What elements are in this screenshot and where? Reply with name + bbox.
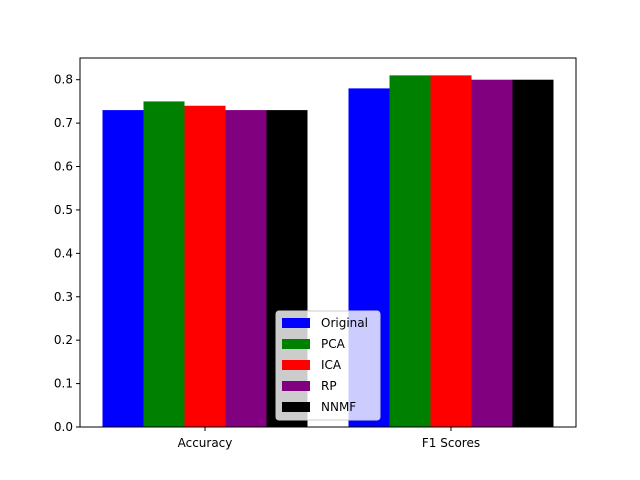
legend-label-original: Original bbox=[321, 316, 368, 330]
y-tick-label: 0.1 bbox=[54, 377, 73, 391]
bar-pca-accuracy bbox=[143, 101, 185, 427]
legend-label-rp: RP bbox=[321, 379, 337, 393]
legend-box bbox=[275, 310, 381, 421]
bar-rp-accuracy bbox=[225, 110, 267, 427]
y-tick-label: 0.6 bbox=[54, 160, 73, 174]
y-tick-label: 0.5 bbox=[54, 203, 73, 217]
y-tick-label: 0.2 bbox=[54, 333, 73, 347]
legend-swatch-rp bbox=[282, 381, 310, 391]
y-tick-label: 0.4 bbox=[54, 246, 73, 260]
bar-rp-f1-scores bbox=[471, 79, 513, 428]
legend-swatch-ica bbox=[282, 360, 310, 370]
legend-swatch-original bbox=[282, 318, 310, 328]
bar-ica-accuracy bbox=[184, 105, 226, 428]
bar-pca-f1-scores bbox=[389, 75, 431, 427]
y-tick-label: 0.3 bbox=[54, 290, 73, 304]
plot-frame bbox=[79, 57, 577, 428]
legend-swatch-nnmf bbox=[282, 402, 310, 412]
bar-nnmf-f1-scores bbox=[512, 79, 554, 428]
legend-swatch-pca bbox=[282, 339, 310, 349]
legend-label-pca: PCA bbox=[321, 337, 346, 351]
legend-label-ica: ICA bbox=[321, 358, 342, 372]
x-axis: Accuracy F1 Scores bbox=[178, 427, 480, 450]
y-tick-label: 0.8 bbox=[54, 73, 73, 87]
bar-original-accuracy bbox=[102, 110, 144, 427]
y-axis: 0.0 0.1 0.2 0.3 0.4 0.5 0.6 0.7 0.8 bbox=[54, 73, 80, 434]
x-tick-label: Accuracy bbox=[178, 436, 233, 450]
y-tick-label: 0.7 bbox=[54, 116, 73, 130]
bar-ica-f1-scores bbox=[430, 75, 472, 427]
y-tick-label: 0.0 bbox=[54, 420, 73, 434]
x-tick-label: F1 Scores bbox=[422, 436, 480, 450]
legend-label-nnmf: NNMF bbox=[321, 400, 356, 414]
legend: Original PCA ICA RP NNMF bbox=[275, 310, 381, 421]
